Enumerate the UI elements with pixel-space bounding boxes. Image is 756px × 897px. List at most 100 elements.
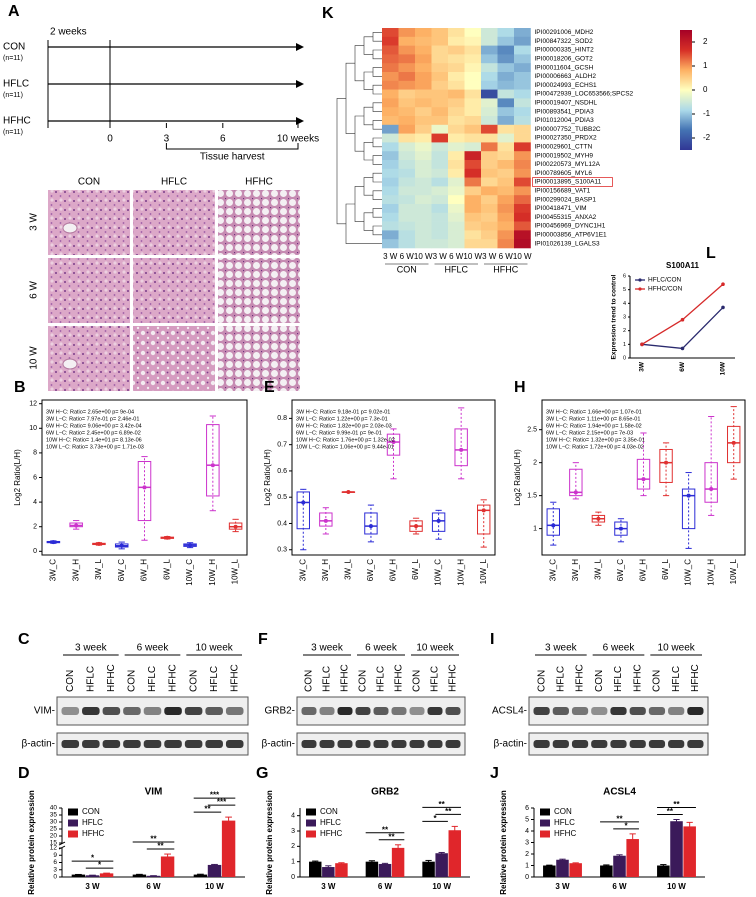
lane-label: HFLC (613, 666, 624, 692)
blot-band (629, 707, 646, 715)
blot-band (427, 740, 443, 748)
heatmap-cell (448, 98, 465, 108)
y-tick-label: 3 (291, 828, 295, 835)
heatmap-cell (464, 212, 482, 222)
lane-label: CON (412, 670, 423, 692)
plot-frame (291, 399, 496, 556)
median-dot (210, 463, 215, 468)
y-tick-label: 3 (53, 866, 57, 873)
legend-label: HFLC (320, 818, 341, 827)
group-name: CON (3, 42, 25, 53)
blot-band (184, 740, 203, 748)
blot-label: ACSL4- (492, 706, 527, 717)
heatmap-cell (464, 80, 482, 90)
dendrogram (372, 225, 382, 236)
y-tick-label: 10 (29, 425, 37, 432)
heatmap-cell (398, 124, 416, 134)
annotation: 6W H−C: Ratio= 1.82e+00 p= 2.03e-03 (296, 423, 392, 429)
time-tick-label: 0 (107, 134, 113, 145)
significance-label: ** (616, 814, 623, 823)
bar (85, 875, 100, 877)
colorbar-tick-label: 1 (703, 61, 708, 70)
heatmap-cell (398, 142, 416, 152)
legend-swatch (68, 808, 78, 816)
column-label: 3 W (433, 252, 448, 261)
blot-band (687, 707, 704, 715)
heatmap-cell (481, 72, 498, 82)
heatmap-cell (398, 151, 416, 161)
blot-band (533, 740, 550, 748)
heatmap-cell (497, 80, 515, 90)
x-tick-label: 3W_C (48, 559, 57, 581)
row-label: IPI00456969_DYNC1H1 (535, 223, 606, 230)
heatmap-cell (398, 36, 416, 46)
heatmap-cell (431, 142, 449, 152)
heatmap-cell (415, 230, 432, 240)
histology-column: CON (78, 177, 100, 188)
legend-label: HFHC (554, 829, 576, 838)
annotation: 6W L−C: Ratio= 2.15e+00 p= 7e-03 (546, 430, 633, 436)
lane-label: CON (127, 670, 138, 692)
y-tick-label: 20 (50, 833, 58, 840)
legend-swatch (306, 808, 316, 816)
histology-column: HFHC (245, 177, 273, 188)
y-tick-label: 4 (33, 499, 37, 506)
period-label: 3 week (75, 643, 108, 654)
y-axis-label: Relative protein expression (265, 790, 274, 895)
median-dot (188, 543, 193, 548)
blot-band (571, 707, 589, 715)
blot-band (687, 740, 704, 748)
blot-band (373, 707, 389, 715)
heatmap-cell (497, 151, 515, 161)
median-dot (641, 477, 646, 482)
blot-band (82, 740, 100, 748)
heatmap-cell (398, 186, 416, 196)
panel-label: G (256, 765, 268, 782)
blot-band (225, 740, 244, 748)
legend-swatch (540, 819, 550, 827)
heatmap-cell (448, 230, 465, 240)
heatmap-cell (398, 45, 416, 55)
heatmap-cell (514, 133, 531, 143)
x-tick-label: 3W_C (548, 559, 557, 581)
dendrogram (372, 102, 382, 112)
heatmap-cell (448, 186, 465, 196)
blot-band (319, 707, 335, 715)
vessel (62, 358, 78, 370)
histology-image (218, 190, 300, 255)
y-tick-label: 4 (623, 301, 626, 307)
y-tick-label: 0 (53, 874, 57, 881)
lane-label: CON (304, 670, 315, 692)
group-n: (n=11) (3, 55, 23, 62)
heatmap-cell (431, 98, 449, 108)
heatmap-cell (448, 63, 465, 73)
dendrogram (372, 32, 382, 42)
median-dot (664, 460, 669, 465)
dendrogram (363, 142, 373, 161)
x-tick-label: 6W_H (389, 559, 398, 581)
x-tick-label: 10W_H (456, 559, 465, 586)
y-tick-label: 1 (291, 859, 295, 866)
heatmap-cell (415, 54, 432, 64)
panel-label: A (8, 3, 20, 20)
heatmap-cell (415, 72, 432, 82)
dendrogram (363, 36, 373, 55)
heatmap-cell (382, 54, 399, 64)
row-highlight (532, 177, 613, 187)
box (137, 461, 152, 522)
row-label: IPI00027350_PRDX2 (535, 135, 598, 142)
heatmap-cell (431, 36, 449, 46)
dendrogram (372, 155, 382, 165)
heatmap-cell (448, 160, 465, 170)
lane-label: CON (652, 670, 663, 692)
row-label: IPI00019407_NSDHL (535, 100, 598, 107)
heatmap-cell (382, 142, 399, 152)
blot-band (445, 740, 461, 748)
panel-label: K (322, 5, 334, 22)
x-tick-label: 10W (720, 361, 727, 375)
blot-band (102, 740, 121, 748)
timeline-note: 2 weeks (50, 27, 87, 38)
heatmap-cell (497, 142, 515, 152)
heatmap-cell (431, 28, 449, 38)
median-dot (233, 524, 238, 529)
